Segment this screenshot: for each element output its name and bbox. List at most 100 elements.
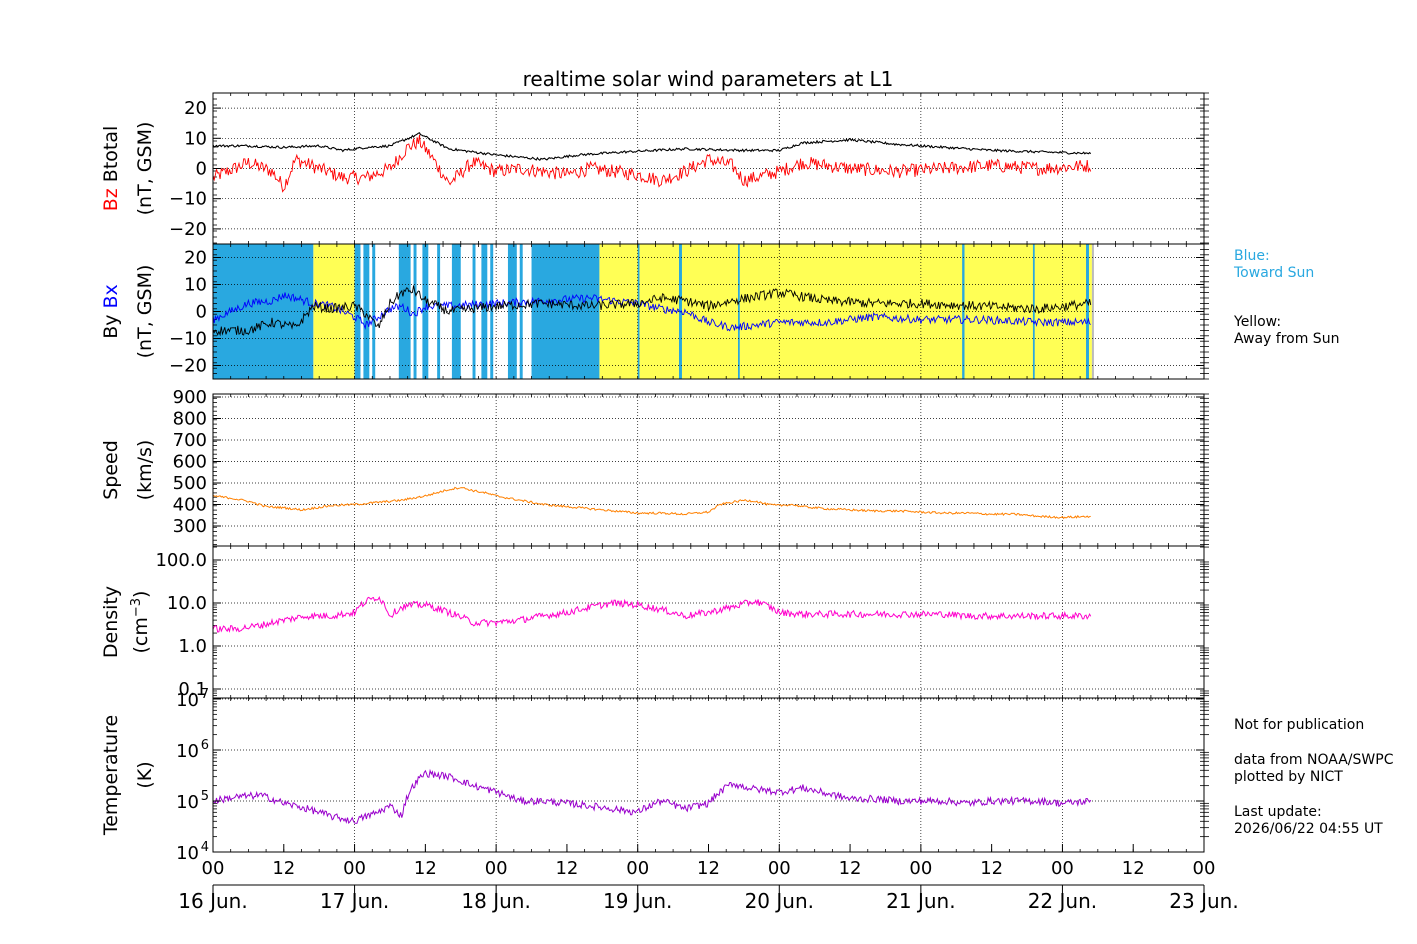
x-tick-label: 12	[272, 858, 295, 879]
toward-sun-band	[213, 244, 314, 379]
y-tick-label: 10	[176, 690, 199, 711]
tick-base: 10	[176, 741, 199, 762]
toward-sun-band	[413, 244, 417, 379]
y-tick-label: −10	[169, 329, 207, 350]
date-label: 17 Jun.	[320, 889, 389, 913]
y-tick-label: 500	[173, 473, 207, 494]
date-label: 20 Jun.	[745, 889, 814, 913]
toward-sun-band	[372, 244, 376, 379]
tick-base: 10	[176, 843, 199, 864]
date-label: 19 Jun.	[603, 889, 672, 913]
date-label: 22 Jun.	[1028, 889, 1097, 913]
y-tick-label: 900	[173, 387, 207, 408]
y-tick-label: 0	[196, 159, 207, 180]
btotal-label: Btotal	[100, 126, 122, 189]
bxby-ylabel: By Bx	[100, 284, 122, 339]
panel-frame	[212, 545, 1205, 699]
unit-text: (cm	[130, 617, 152, 653]
toward-sun-band	[1032, 244, 1035, 379]
x-tick-label: 00	[343, 858, 366, 879]
temperature-unit-label: (K)	[134, 761, 156, 788]
y-tick-label: 300	[173, 516, 207, 537]
tick-base: 10	[176, 690, 199, 711]
x-axis: 00 12 00 12 00 12 00 12 00 12 00 12 00 12 00 16 Jun. 17 …	[178, 844, 1239, 913]
y-tick-label: 10	[184, 128, 207, 149]
y-tick-label: 20	[184, 98, 207, 119]
x-tick-label: 12	[697, 858, 720, 879]
btotal-series-line	[212, 132, 1092, 161]
y-tick-label: −20	[169, 356, 207, 377]
bxby-panel: 20 10 0 −10 −20 By Bx (nT, GSM)	[100, 243, 1209, 380]
chart-panels: 20 10 0 −10 −20 Bz Btotal (nT, GSM) 20 10 0 −10 −20…	[100, 92, 1209, 864]
density-label: Density	[100, 586, 122, 658]
panel-frame	[212, 697, 1205, 853]
speed-unit-label: (km/s)	[134, 440, 156, 501]
data-source-note: data from NOAA/SWPC plotted by NICT	[1234, 752, 1394, 785]
x-tick-label: 00	[202, 858, 225, 879]
toward-sun-band	[637, 244, 640, 379]
density-panel: 100.0 10.0 1.0 0.1 Density (cm−3)	[100, 545, 1209, 700]
y-tick-label: 10	[176, 741, 199, 762]
btotal-ylabel: Bz Btotal	[100, 126, 122, 212]
unit-superscript: −3	[129, 598, 144, 617]
temperature-label: Temperature	[100, 715, 122, 836]
bxby-unit-label: (nT, GSM)	[134, 265, 156, 359]
bx-series-line	[212, 292, 1091, 332]
density-ylabel: Density	[100, 586, 122, 658]
chart-title: realtime solar wind parameters at L1	[523, 67, 894, 91]
density-series-line	[212, 596, 1092, 633]
temperature-series-line	[212, 768, 1092, 825]
publication-note: Not for publication	[1234, 717, 1365, 733]
y-tick-label: 800	[173, 409, 207, 430]
unit-text: (nT, GSM)	[134, 265, 156, 359]
date-label: 21 Jun.	[886, 889, 955, 913]
x-tick-label: 12	[980, 858, 1003, 879]
toward-sun-band	[531, 244, 600, 379]
speed-label: Speed	[100, 440, 122, 500]
y-tick-label: 1.0	[178, 636, 207, 657]
y-tick-label: 20	[184, 248, 207, 269]
speed-series-line	[212, 486, 1091, 520]
x-tick-label: 00	[485, 858, 508, 879]
away-from-sun-note: Yellow: Away from Sun	[1234, 314, 1340, 347]
date-label: 18 Jun.	[461, 889, 530, 913]
x-tick-label: 00	[1051, 858, 1074, 879]
date-label: 23 Jun.	[1169, 889, 1238, 913]
bz-label: Bz	[100, 188, 122, 211]
panel-frame	[212, 393, 1205, 547]
btotal-unit-label: (nT, GSM)	[134, 122, 156, 216]
speed-ylabel: Speed	[100, 440, 122, 500]
toward-sun-band	[1086, 244, 1089, 379]
bz-series-line	[212, 134, 1092, 193]
y-tick-label: 100.0	[155, 550, 207, 571]
toward-sun-band	[422, 244, 429, 379]
x-tick-label: 12	[1122, 858, 1145, 879]
y-tick-exponent: 6	[201, 738, 209, 753]
y-tick-label: 10	[176, 843, 199, 864]
x-tick-label: 12	[414, 858, 437, 879]
x-tick-label: 00	[626, 858, 649, 879]
date-label: 16 Jun.	[178, 889, 247, 913]
y-tick-label: 10	[184, 275, 207, 296]
away-sun-band	[599, 244, 1092, 379]
y-tick-exponent: 7	[201, 687, 209, 702]
bx-label: Bx	[100, 284, 122, 314]
y-tick-label: 600	[173, 452, 207, 473]
y-tick-label: −10	[169, 189, 207, 210]
y-tick-label: 10.0	[167, 593, 207, 614]
y-tick-label: 10	[176, 792, 199, 813]
tick-base: 10	[176, 792, 199, 813]
y-tick-exponent: 4	[201, 840, 209, 855]
y-tick-label: 0	[196, 302, 207, 323]
x-tick-label: 12	[839, 858, 862, 879]
unit-text: )	[130, 591, 152, 598]
toward-sun-note: Blue: Toward Sun	[1234, 248, 1315, 281]
unit-text: (K)	[134, 761, 156, 788]
y-tick-label: 0.1	[178, 679, 207, 700]
unit-text: (nT, GSM)	[134, 122, 156, 216]
unit-text: (km/s)	[134, 440, 156, 501]
last-update-note: Last update: 2026/06/22 04:55 UT	[1234, 804, 1383, 837]
density-unit-label: (cm−3)	[129, 591, 152, 654]
